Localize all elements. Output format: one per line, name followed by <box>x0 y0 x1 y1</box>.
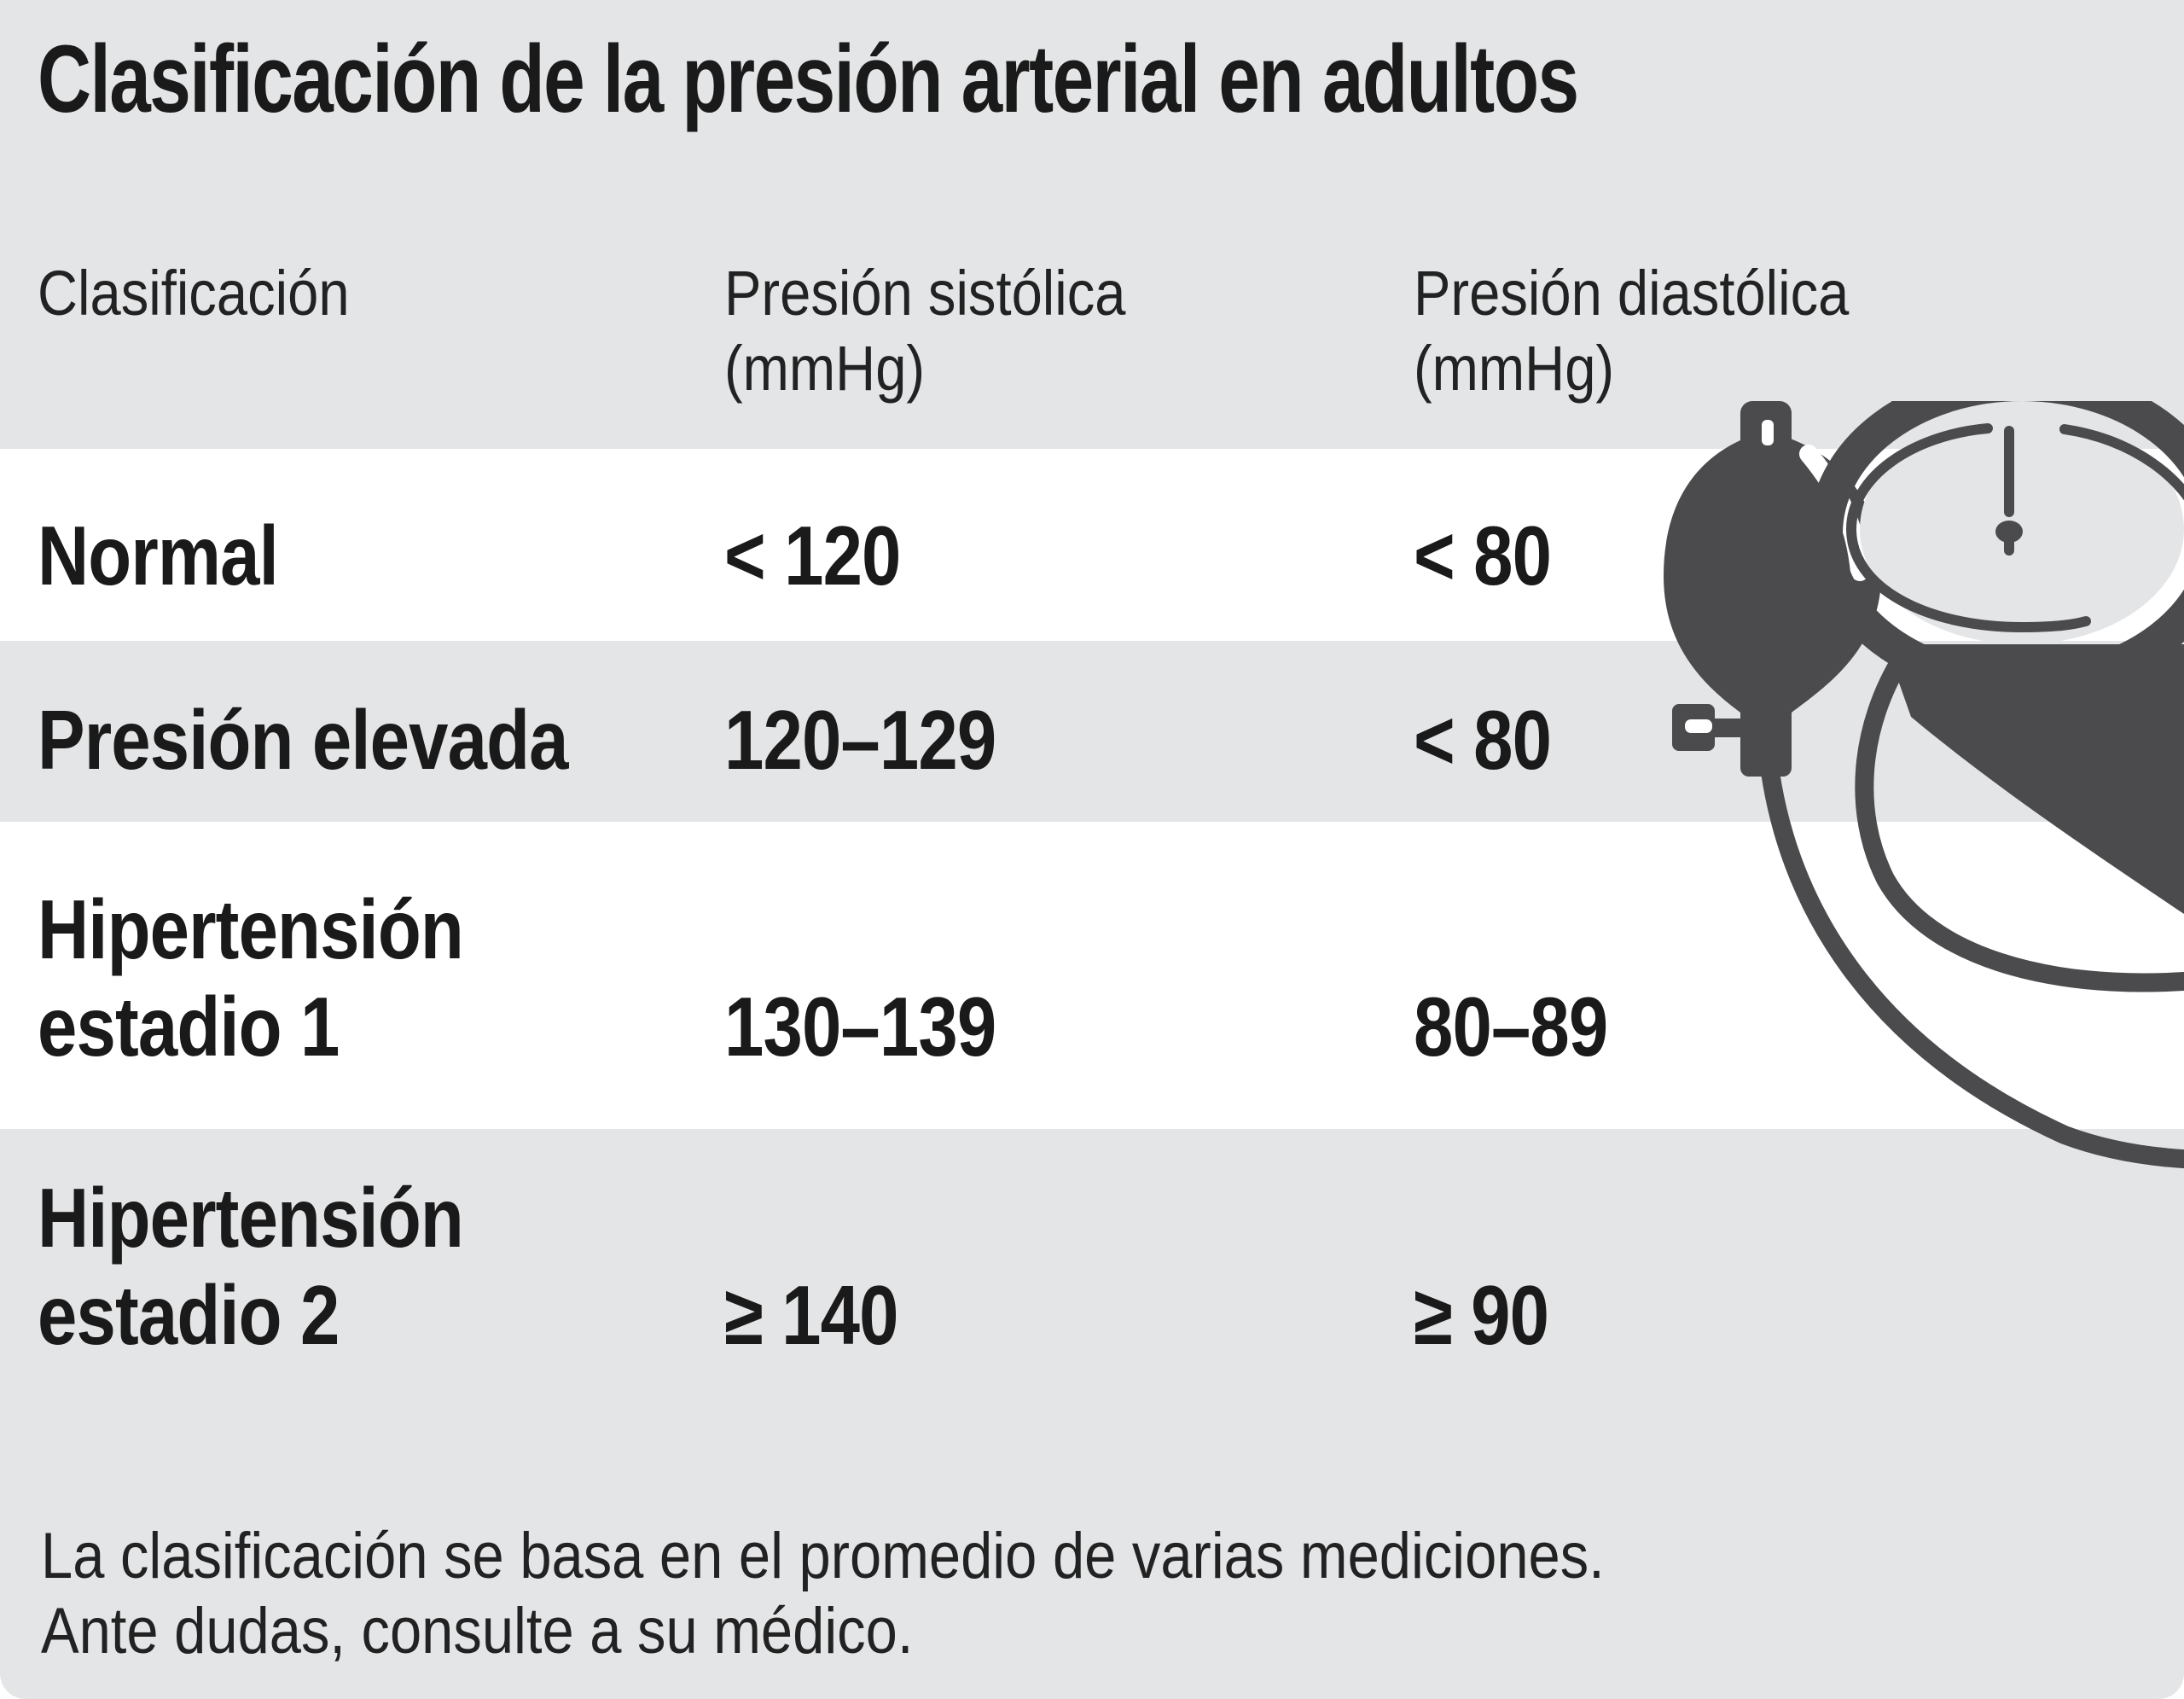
header-diastolic-line2: (mmHg) <box>1414 333 1615 404</box>
sphygmomanometer-icon <box>1664 401 2184 1169</box>
header-diastolic-line1: Presión diastólica <box>1414 258 1850 329</box>
header-systolic-line1: Presión sistólica <box>724 258 1126 329</box>
row-normal-label: Normal <box>38 509 279 602</box>
row-normal-systolic: < 120 <box>724 509 901 602</box>
row-stage2-label-line1: Hipertensión <box>38 1171 464 1265</box>
header-systolic-line2: (mmHg) <box>724 333 926 404</box>
row-elevated-label: Presión elevada <box>38 693 568 787</box>
row-stage2-diastolic: ≥ 90 <box>1414 1268 1549 1362</box>
row-stage1-diastolic: 80–89 <box>1414 980 1608 1074</box>
header-classification-text: Clasificación <box>38 258 350 329</box>
row-normal-diastolic: < 80 <box>1414 509 1552 602</box>
row-band-stage1 <box>0 822 2184 1129</box>
page-title: Clasificación de la presión arterial en … <box>38 26 1579 132</box>
footnote-line1: La clasificación se basa en el promedio … <box>41 1520 1605 1592</box>
row-stage1-label-line1: Hipertensión <box>38 882 464 976</box>
footnote-line2: Ante dudas, consulte a su médico. <box>41 1595 914 1667</box>
row-stage1-label-line2: estadio 1 <box>38 980 340 1074</box>
row-stage1-systolic: 130–139 <box>724 980 996 1074</box>
header-systolic: Presión sistólica (mmHg) <box>724 256 1126 406</box>
header-classification: Clasificación <box>38 256 350 331</box>
row-stage2-systolic: ≥ 140 <box>724 1268 898 1362</box>
header-diastolic: Presión diastólica (mmHg) <box>1414 256 1849 406</box>
footnote: La clasificación se basa en el promedio … <box>41 1519 1605 1669</box>
row-elevated-diastolic: < 80 <box>1414 693 1552 787</box>
row-stage2-label-line2: estadio 2 <box>38 1268 340 1362</box>
row-elevated-systolic: 120–129 <box>724 693 996 787</box>
